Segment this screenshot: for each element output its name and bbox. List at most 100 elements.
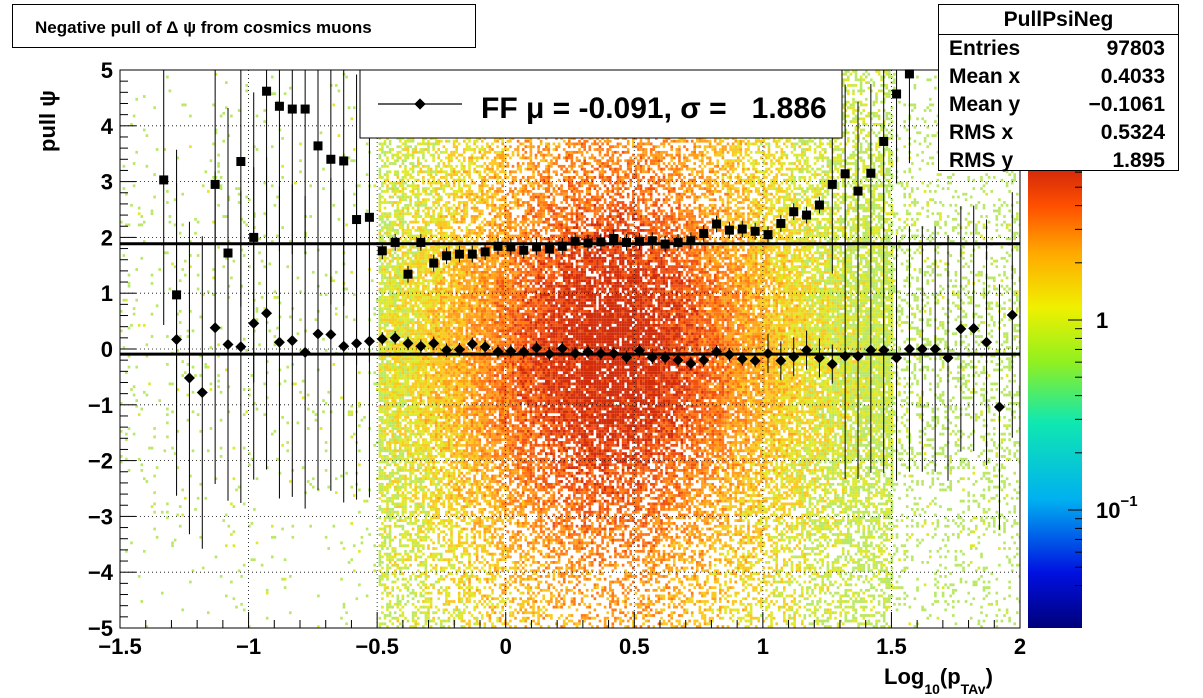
heatmap-bin: [432, 583, 435, 586]
heatmap-bin: [394, 461, 397, 464]
heatmap-bin: [289, 480, 292, 483]
heatmap-bin: [274, 290, 277, 293]
heatmap-bin: [389, 302, 392, 305]
heatmap-bin: [407, 600, 410, 603]
heatmap-bin: [445, 371, 448, 374]
heatmap-bin: [391, 516, 394, 519]
heatmap-bin: [386, 341, 389, 344]
heatmap-bin: [404, 497, 407, 500]
heatmap-bin: [340, 542, 343, 545]
heatmap-bin: [450, 494, 453, 497]
heatmap-bin: [427, 547, 430, 550]
heatmap-bin: [450, 438, 453, 441]
heatmap-bin: [453, 461, 456, 464]
heatmap-bin: [440, 530, 443, 533]
heatmap-bin: [458, 324, 461, 327]
heatmap-bin: [432, 316, 435, 319]
heatmap-bin: [409, 173, 412, 176]
heatmap-bin: [430, 246, 433, 249]
heatmap-bin: [384, 539, 387, 542]
heatmap-bin: [181, 104, 184, 107]
heatmap-bin: [381, 288, 384, 291]
heatmap-bin: [432, 463, 435, 466]
heatmap-bin: [430, 232, 433, 235]
heatmap-bin: [391, 148, 394, 151]
heatmap-bin: [386, 586, 389, 589]
heatmap-bin: [399, 182, 402, 185]
heatmap-bin: [432, 567, 435, 570]
heatmap-bin: [448, 246, 451, 249]
heatmap-bin: [399, 413, 402, 416]
heatmap-bin: [338, 134, 341, 137]
heatmap-bin: [425, 567, 428, 570]
heatmap-bin: [389, 260, 392, 263]
heatmap-bin: [445, 151, 448, 154]
heatmap-bin: [322, 410, 325, 413]
heatmap-bin: [461, 424, 464, 427]
heatmap-bin: [233, 447, 236, 450]
heatmap-bin: [422, 268, 425, 271]
heatmap-bin: [455, 410, 458, 413]
heatmap-bin: [440, 207, 443, 210]
heatmap-bin: [407, 516, 410, 519]
heatmap-bin: [463, 511, 466, 514]
heatmap-bin: [414, 282, 417, 285]
heatmap-bin: [422, 606, 425, 609]
heatmap-bin: [432, 480, 435, 483]
heatmap-bin: [384, 226, 387, 229]
heatmap-bin: [453, 374, 456, 377]
heatmap-bin: [455, 572, 458, 575]
heatmap-bin: [381, 215, 384, 218]
heatmap-bin: [417, 477, 420, 480]
heatmap-bin: [386, 564, 389, 567]
heatmap-bin: [455, 569, 458, 572]
heatmap-bin: [399, 569, 402, 572]
heatmap-bin: [402, 405, 405, 408]
heatmap-bin: [397, 383, 400, 386]
heatmap-bin: [443, 318, 446, 321]
heatmap-bin: [435, 304, 438, 307]
heatmap-bin: [463, 553, 466, 556]
heatmap-bin: [458, 438, 461, 441]
heatmap-bin: [141, 257, 144, 260]
heatmap-bin: [404, 187, 407, 190]
heatmap-bin: [455, 193, 458, 196]
heatmap-bin: [391, 282, 394, 285]
heatmap-bin: [389, 486, 392, 489]
heatmap-bin: [461, 581, 464, 584]
heatmap-bin: [394, 299, 397, 302]
heatmap-bin: [417, 542, 420, 545]
heatmap-bin: [455, 483, 458, 486]
heatmap-bin: [399, 215, 402, 218]
heatmap-bin: [435, 282, 438, 285]
heatmap-bin: [397, 472, 400, 475]
heatmap-bin: [435, 402, 438, 405]
heatmap-bin: [174, 452, 177, 455]
heatmap-bin: [386, 567, 389, 570]
heatmap-bin: [379, 302, 382, 305]
heatmap-bin: [445, 221, 448, 224]
heatmap-bin: [440, 503, 443, 506]
heatmap-bin: [381, 316, 384, 319]
heatmap-bin: [381, 299, 384, 302]
heatmap-bin: [417, 491, 420, 494]
heatmap-bin: [427, 145, 430, 148]
heatmap-bin: [381, 271, 384, 274]
heatmap-bin: [381, 536, 384, 539]
heatmap-bin: [430, 600, 433, 603]
heatmap-bin: [399, 279, 402, 282]
heatmap-bin: [440, 416, 443, 419]
heatmap-bin: [205, 366, 208, 369]
heatmap-bin: [322, 187, 325, 190]
heatmap-bin: [450, 159, 453, 162]
heatmap-bin: [440, 184, 443, 187]
heatmap-bin: [128, 224, 131, 227]
heatmap-bin: [440, 277, 443, 280]
heatmap-bin: [381, 455, 384, 458]
heatmap-bin: [409, 516, 412, 519]
heatmap-bin: [417, 151, 420, 154]
heatmap-bin: [389, 391, 392, 394]
heatmap-bin: [389, 525, 392, 528]
heatmap-bin: [435, 383, 438, 386]
heatmap-bin: [440, 522, 443, 525]
